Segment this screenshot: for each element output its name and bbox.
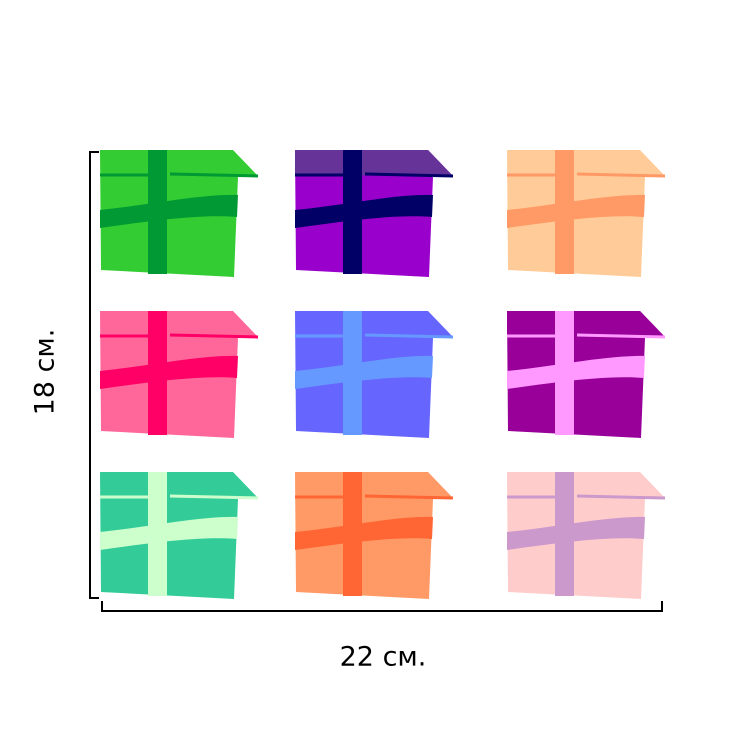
- ribbon-vertical: [555, 311, 574, 435]
- gift-box-lid: [507, 311, 665, 337]
- ribbon-vertical: [343, 150, 362, 274]
- width-label: 22 см.: [339, 641, 427, 673]
- lid-edge: [295, 172, 454, 178]
- gift-box: [100, 150, 259, 277]
- ribbon-horizontal: [295, 194, 433, 228]
- ribbon-horizontal: [295, 516, 433, 550]
- gift-box: [100, 472, 259, 599]
- gift-box-lid: [295, 150, 453, 176]
- ribbon-horizontal: [507, 516, 645, 550]
- ribbon-horizontal: [507, 355, 645, 389]
- ribbon-horizontal: [100, 516, 238, 550]
- ribbon-horizontal: [100, 355, 238, 389]
- ribbon-vertical: [148, 150, 167, 274]
- lid-edge: [100, 333, 259, 339]
- ribbon-horizontal: [100, 194, 238, 228]
- lid-edge: [100, 494, 259, 500]
- ribbon-horizontal: [507, 194, 645, 228]
- height-label: 18 см.: [29, 328, 61, 416]
- lid-edge: [507, 494, 666, 500]
- height-dimension-bracket: [89, 151, 99, 599]
- ribbon-vertical: [555, 150, 574, 274]
- gift-box: [295, 150, 454, 277]
- ribbon-horizontal: [295, 355, 433, 389]
- lid-edge: [507, 172, 666, 178]
- width-dimension-bracket: [101, 601, 663, 612]
- ribbon-vertical: [148, 472, 167, 596]
- ribbon-vertical: [555, 472, 574, 596]
- gift-box: [507, 150, 666, 277]
- lid-edge: [100, 172, 259, 178]
- gift-box: [100, 311, 259, 438]
- ribbon-vertical: [148, 311, 167, 435]
- gift-box: [295, 311, 454, 438]
- lid-edge: [507, 333, 666, 339]
- ribbon-vertical: [343, 472, 362, 596]
- lid-edge: [295, 494, 454, 500]
- gift-box: [507, 311, 666, 438]
- ribbon-vertical: [343, 311, 362, 435]
- lid-edge: [295, 333, 454, 339]
- gift-box: [507, 472, 666, 599]
- gift-box: [295, 472, 454, 599]
